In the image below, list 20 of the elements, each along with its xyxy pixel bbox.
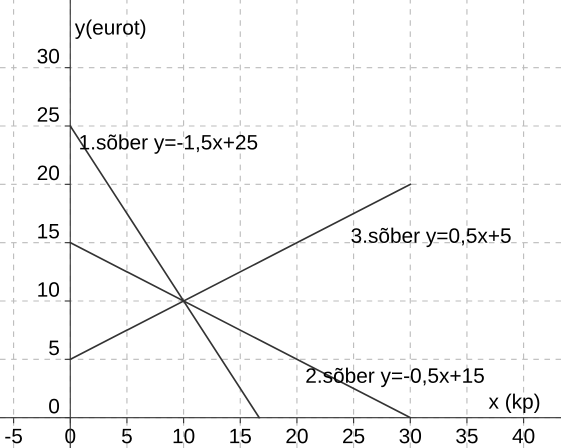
y-tick-label: 15 [38, 224, 59, 239]
y-tick-label: 10 [38, 282, 60, 297]
x-tick-label: -5 [5, 428, 22, 444]
x-tick-label: 10 [174, 428, 194, 444]
y-tick-label: 0 [49, 398, 60, 414]
x-tick-label: 30 [399, 428, 422, 444]
x-axis-title: x (kp) [488, 394, 540, 413]
x-tick-label: 15 [230, 428, 251, 444]
y-tick-label: 25 [38, 107, 59, 122]
y-tick-label: 5 [49, 340, 59, 356]
annotation: 1.sõber y=-1,5x+25 [80, 134, 258, 154]
x-tick-label: 25 [343, 428, 364, 444]
y-tick-label: 20 [38, 165, 60, 180]
annotation: 3.sõber y=0,5x+5 [351, 228, 511, 248]
y-tick-label: 30 [37, 48, 60, 64]
x-tick-label: 5 [122, 428, 132, 444]
y-axis-title: y(eurot) [74, 19, 146, 39]
x-tick-label: 35 [456, 428, 478, 444]
x-tick-label: 40 [512, 428, 534, 444]
x-tick-label: 20 [286, 428, 308, 444]
